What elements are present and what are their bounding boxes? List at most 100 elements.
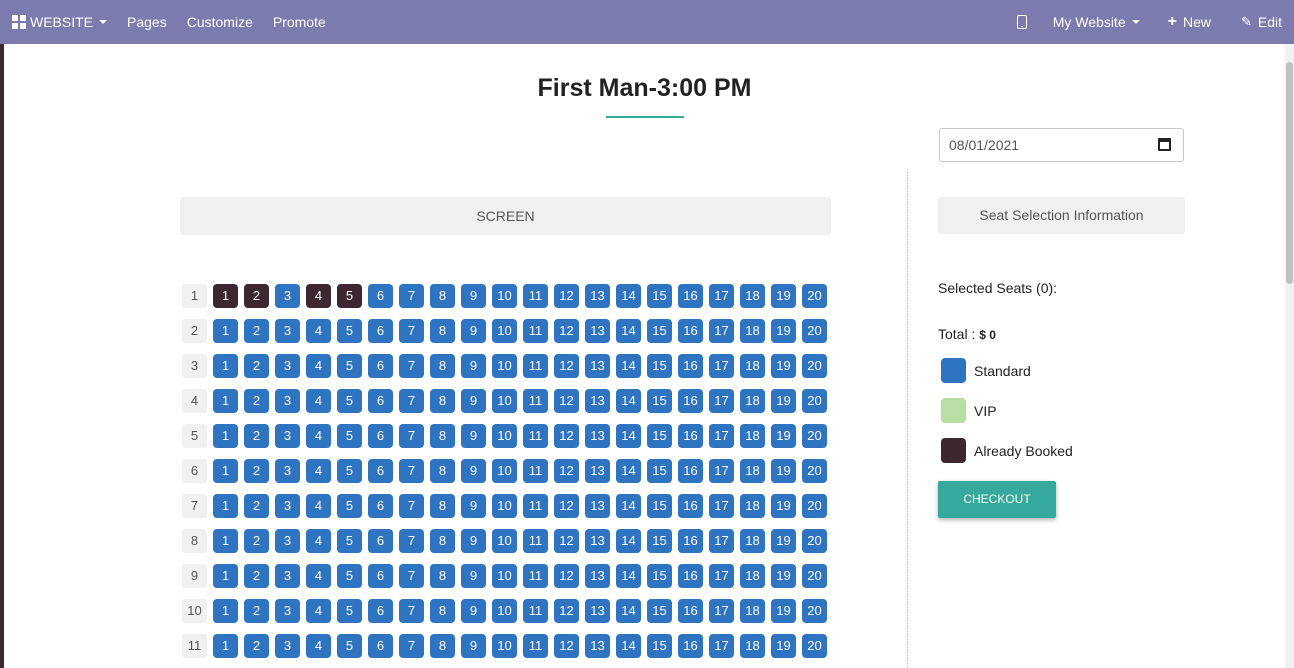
seat-standard[interactable]: 16 [678,389,703,413]
seat-standard[interactable]: 2 [244,319,269,343]
seat-standard[interactable]: 20 [802,459,827,483]
seat-standard[interactable]: 14 [616,599,641,623]
seat-standard[interactable]: 2 [244,564,269,588]
seat-standard[interactable]: 14 [616,424,641,448]
seat-standard[interactable]: 7 [399,564,424,588]
seat-standard[interactable]: 13 [585,284,610,308]
seat-standard[interactable]: 16 [678,319,703,343]
seat-standard[interactable]: 9 [461,564,486,588]
seat-standard[interactable]: 11 [523,599,548,623]
seat-standard[interactable]: 3 [275,424,300,448]
seat-standard[interactable]: 10 [492,599,517,623]
seat-standard[interactable]: 20 [802,599,827,623]
seat-standard[interactable]: 1 [213,564,238,588]
calendar-icon[interactable] [1158,138,1171,151]
seat-standard[interactable]: 11 [523,319,548,343]
seat-standard[interactable]: 12 [554,389,579,413]
seat-standard[interactable]: 7 [399,354,424,378]
seat-standard[interactable]: 17 [709,319,734,343]
seat-standard[interactable]: 2 [244,459,269,483]
seat-standard[interactable]: 17 [709,424,734,448]
seat-standard[interactable]: 12 [554,459,579,483]
seat-standard[interactable]: 15 [647,599,672,623]
seat-standard[interactable]: 16 [678,459,703,483]
seat-standard[interactable]: 2 [244,529,269,553]
seat-standard[interactable]: 5 [337,634,362,658]
seat-standard[interactable]: 18 [740,319,765,343]
seat-standard[interactable]: 6 [368,599,393,623]
mobile-preview-button[interactable] [1016,15,1053,29]
seat-standard[interactable]: 6 [368,319,393,343]
seat-standard[interactable]: 12 [554,494,579,518]
seat-standard[interactable]: 13 [585,424,610,448]
seat-standard[interactable]: 7 [399,529,424,553]
seat-standard[interactable]: 7 [399,424,424,448]
seat-standard[interactable]: 12 [554,424,579,448]
seat-standard[interactable]: 18 [740,459,765,483]
seat-standard[interactable]: 16 [678,599,703,623]
seat-standard[interactable]: 13 [585,319,610,343]
seat-standard[interactable]: 20 [802,634,827,658]
seat-standard[interactable]: 13 [585,634,610,658]
seat-standard[interactable]: 19 [771,459,796,483]
seat-standard[interactable]: 18 [740,634,765,658]
scrollbar-thumb[interactable] [1286,62,1293,284]
seat-standard[interactable]: 17 [709,494,734,518]
seat-standard[interactable]: 8 [430,424,455,448]
menu-promote[interactable]: Promote [272,14,326,30]
seat-standard[interactable]: 17 [709,634,734,658]
seat-standard[interactable]: 19 [771,564,796,588]
seat-standard[interactable]: 10 [492,284,517,308]
seat-standard[interactable]: 6 [368,424,393,448]
seat-standard[interactable]: 2 [244,389,269,413]
seat-standard[interactable]: 19 [771,494,796,518]
seat-standard[interactable]: 12 [554,284,579,308]
seat-standard[interactable]: 6 [368,389,393,413]
seat-standard[interactable]: 8 [430,389,455,413]
seat-standard[interactable]: 15 [647,389,672,413]
seat-standard[interactable]: 16 [678,494,703,518]
seat-standard[interactable]: 8 [430,599,455,623]
seat-standard[interactable]: 12 [554,354,579,378]
new-button[interactable]: + New [1168,13,1211,31]
seat-standard[interactable]: 4 [306,389,331,413]
seat-standard[interactable]: 17 [709,389,734,413]
seat-standard[interactable]: 10 [492,494,517,518]
website-menu[interactable]: WEBSITE [12,14,108,30]
seat-standard[interactable]: 11 [523,354,548,378]
seat-standard[interactable]: 8 [430,319,455,343]
seat-standard[interactable]: 14 [616,354,641,378]
seat-standard[interactable]: 2 [244,424,269,448]
seat-standard[interactable]: 17 [709,459,734,483]
seat-standard[interactable]: 6 [368,634,393,658]
seat-standard[interactable]: 7 [399,634,424,658]
seat-standard[interactable]: 12 [554,529,579,553]
seat-standard[interactable]: 3 [275,634,300,658]
seat-standard[interactable]: 5 [337,494,362,518]
seat-standard[interactable]: 19 [771,319,796,343]
seat-standard[interactable]: 19 [771,354,796,378]
seat-standard[interactable]: 11 [523,459,548,483]
seat-standard[interactable]: 15 [647,459,672,483]
seat-standard[interactable]: 2 [244,634,269,658]
seat-standard[interactable]: 14 [616,284,641,308]
seat-standard[interactable]: 15 [647,354,672,378]
seat-standard[interactable]: 17 [709,564,734,588]
seat-standard[interactable]: 13 [585,494,610,518]
seat-standard[interactable]: 15 [647,319,672,343]
seat-standard[interactable]: 11 [523,389,548,413]
seat-standard[interactable]: 9 [461,599,486,623]
seat-standard[interactable]: 2 [244,494,269,518]
seat-standard[interactable]: 3 [275,284,300,308]
seat-standard[interactable]: 19 [771,389,796,413]
seat-standard[interactable]: 12 [554,564,579,588]
seat-standard[interactable]: 8 [430,529,455,553]
seat-standard[interactable]: 16 [678,354,703,378]
seat-standard[interactable]: 15 [647,564,672,588]
seat-standard[interactable]: 5 [337,424,362,448]
seat-standard[interactable]: 16 [678,564,703,588]
seat-standard[interactable]: 20 [802,494,827,518]
seat-standard[interactable]: 6 [368,284,393,308]
seat-standard[interactable]: 18 [740,424,765,448]
seat-standard[interactable]: 1 [213,424,238,448]
